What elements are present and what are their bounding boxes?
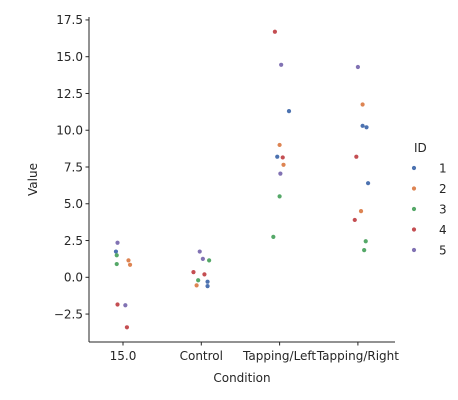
data-point-id-4 [354,155,358,159]
x-tick-label: Control [180,349,223,363]
legend-label: 4 [439,223,447,237]
data-point-id-2 [128,263,132,267]
legend-marker [412,248,416,252]
data-point-id-4 [125,325,129,329]
data-point-id-2 [278,143,282,147]
legend: ID 1 2 3 4 5 [412,141,447,257]
x-tick-label: 15.0 [110,349,137,363]
data-point-id-3 [278,194,282,198]
data-point-id-1 [360,124,364,128]
data-point-id-5 [115,241,119,245]
data-point-id-1 [287,109,291,113]
data-point-id-5 [201,257,205,261]
legend-label: 5 [439,243,447,257]
y-tick-label: 2.5 [64,234,83,248]
data-point-id-2 [359,209,363,213]
y-tick-label: 5.0 [64,197,83,211]
legend-marker [412,186,416,190]
legend-label: 3 [439,202,447,216]
y-tick-label: 17.5 [56,13,83,27]
data-point-id-4 [281,155,285,159]
data-point-id-4 [191,270,195,274]
x-tick-label: Tapping/Left [242,349,316,363]
y-tick-label: 15.0 [56,50,83,64]
data-point-id-2 [281,163,285,167]
legend-label: 1 [439,161,447,175]
data-point-id-3 [115,262,119,266]
data-point-id-4 [353,218,357,222]
y-tick-label: 0.0 [64,271,83,285]
data-point-id-4 [115,302,119,306]
y-tick-label: −2.5 [54,307,83,321]
legend-title: ID [414,141,427,155]
data-point-id-1 [366,181,370,185]
data-point-id-4 [273,30,277,34]
data-point-id-1 [205,284,209,288]
legend-marker [412,227,416,231]
data-point-id-2 [126,258,130,262]
legend-marker [412,166,416,170]
data-point-id-2 [360,102,364,106]
data-point-id-1 [275,155,279,159]
legend-label: 2 [439,182,447,196]
legend-marker [412,207,416,211]
data-point-id-1 [114,249,118,253]
y-tick-label: 7.5 [64,160,83,174]
data-point-id-3 [271,235,275,239]
x-axis-ticks: 15.0 Control Tapping/Left Tapping/Right [110,342,400,363]
data-point-id-1 [205,280,209,284]
data-point-id-3 [364,239,368,243]
data-point-id-5 [123,303,127,307]
data-point-id-5 [356,65,360,69]
data-point-id-3 [196,278,200,282]
data-point-id-3 [207,258,211,262]
y-axis-ticks: −2.5 0.0 2.5 5.0 7.5 10.0 12.5 15.0 17.5 [54,13,89,321]
data-point-id-1 [364,125,368,129]
data-point-id-2 [195,283,199,287]
x-axis-label: Condition [213,371,270,385]
data-point-id-5 [278,172,282,176]
y-axis-label: Value [26,163,40,196]
y-tick-label: 10.0 [56,124,83,138]
data-point-id-3 [362,248,366,252]
data-point-id-4 [202,272,206,276]
data-point-id-5 [198,249,202,253]
x-tick-label: Tapping/Right [316,349,399,363]
data-point-id-3 [115,253,119,257]
data-point-id-5 [279,63,283,67]
y-tick-label: 12.5 [56,87,83,101]
data-points [114,30,370,330]
